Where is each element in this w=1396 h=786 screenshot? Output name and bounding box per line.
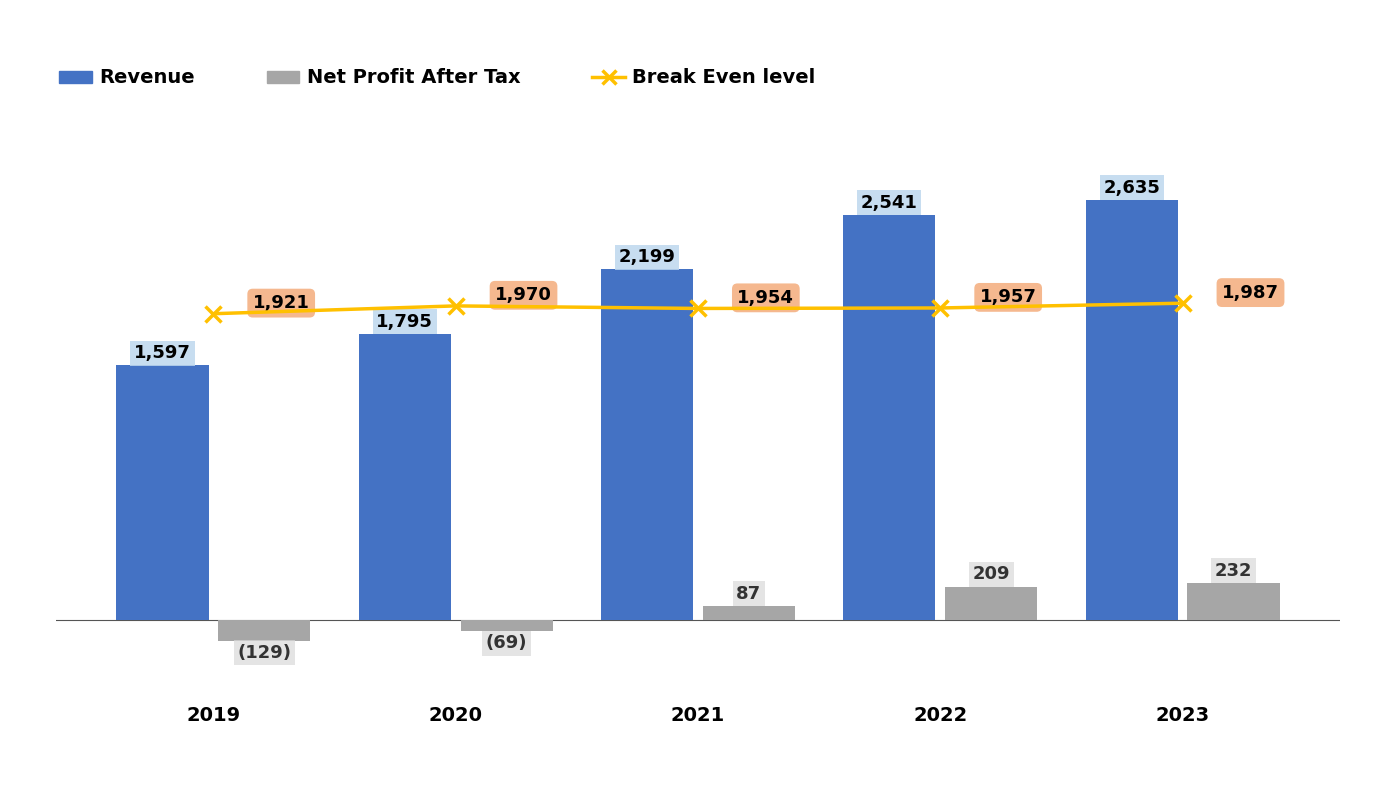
Bar (1086, 200, 1178, 620)
Bar (843, 215, 935, 620)
Bar (218, 620, 310, 641)
Bar (461, 620, 553, 631)
Text: 2,635: 2,635 (1103, 178, 1160, 196)
Bar (1188, 583, 1280, 620)
Bar (945, 586, 1037, 620)
Text: 2,541: 2,541 (861, 193, 919, 211)
Text: 209: 209 (973, 565, 1009, 583)
Text: 1,954: 1,954 (737, 288, 794, 307)
Text: 2,199: 2,199 (618, 248, 676, 266)
Text: 232: 232 (1215, 562, 1252, 580)
Text: 1,957: 1,957 (980, 288, 1037, 307)
Text: 1,597: 1,597 (134, 344, 191, 362)
Bar (602, 270, 694, 620)
Text: (69): (69) (486, 634, 528, 652)
Bar (359, 334, 451, 620)
Text: Break Even Chart ($'000): Break Even Chart ($'000) (501, 71, 895, 98)
Text: 1,970: 1,970 (496, 286, 551, 304)
Bar (116, 365, 208, 620)
Text: (129): (129) (237, 644, 292, 662)
Text: 87: 87 (736, 585, 761, 603)
Text: 1,987: 1,987 (1222, 284, 1279, 302)
Text: 1,795: 1,795 (377, 313, 433, 331)
Text: 1,921: 1,921 (253, 294, 310, 312)
Bar (702, 606, 794, 620)
Legend: Revenue, Net Profit After Tax, Break Even level: Revenue, Net Profit After Tax, Break Eve… (52, 61, 822, 94)
